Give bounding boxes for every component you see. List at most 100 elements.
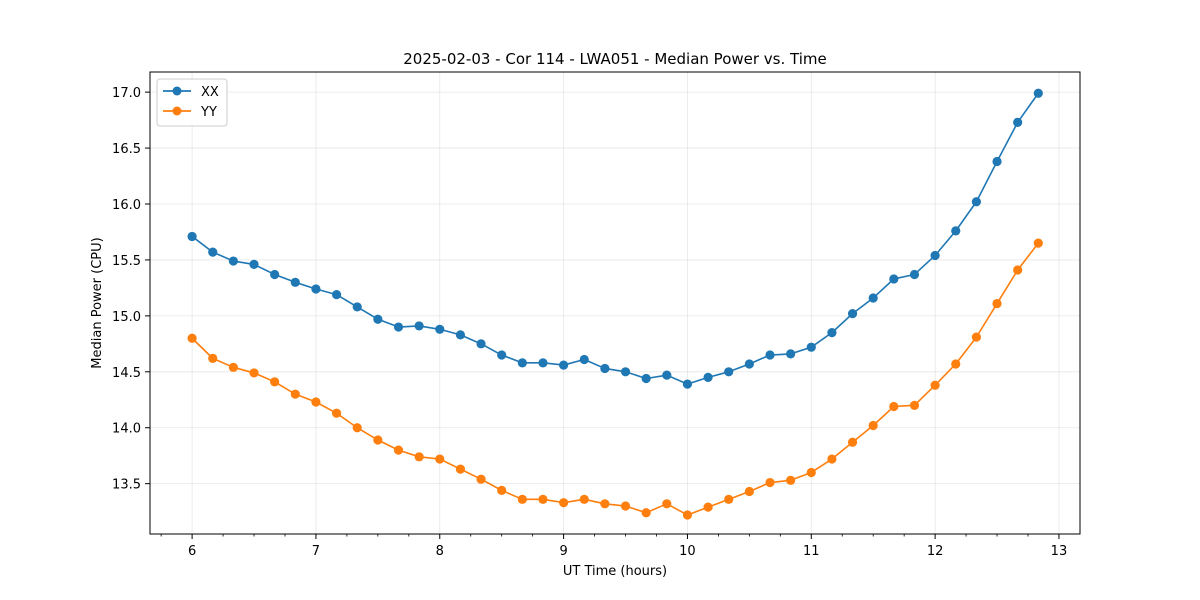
data-point-xx [249, 259, 259, 270]
grid-lines [150, 72, 1080, 534]
data-point-yy [786, 475, 796, 485]
data-point-yy [187, 333, 197, 343]
x-axis: 6 7 8 9 10 11 12 13 [160, 534, 1068, 559]
data-point-yy [620, 501, 631, 511]
data-point-yy [724, 494, 734, 504]
data-point-yy [971, 332, 981, 342]
data-point-yy [641, 508, 651, 518]
data-point-yy [559, 498, 569, 508]
data-point-yy [744, 486, 754, 497]
y-tick-label: 15.0 [112, 310, 141, 325]
y-axis: 13.5 14.0 14.5 15.0 15.5 16.0 16.5 17.0 [112, 86, 150, 493]
data-point-yy [1033, 238, 1043, 248]
data-point-xx [641, 373, 651, 384]
data-point-xx [930, 250, 940, 261]
legend-label-xx: XX [201, 85, 219, 100]
data-point-xx [1013, 117, 1023, 127]
data-point-xx [352, 302, 362, 312]
data-point-xx [311, 284, 321, 294]
data-point-xx [579, 354, 589, 365]
data-point-yy [476, 474, 486, 484]
legend-label-yy: YY [200, 105, 217, 120]
legend-marker-xx [172, 86, 182, 96]
data-point-xx [559, 360, 569, 370]
data-point-xx [744, 359, 754, 369]
data-point-yy [662, 499, 672, 509]
x-tick-label: 8 [436, 544, 444, 559]
y-tick-label: 14.0 [112, 422, 141, 437]
y-tick-label: 14.5 [112, 366, 141, 381]
data-point-yy [600, 499, 610, 509]
data-point-xx [600, 363, 610, 374]
data-point-xx [455, 330, 466, 340]
x-tick-label: 11 [803, 544, 820, 559]
series-xx [187, 88, 1043, 389]
data-point-xx [476, 339, 486, 349]
series-yy [187, 238, 1043, 520]
x-tick-label: 9 [559, 544, 567, 559]
x-axis-label: UT Time (hours) [563, 564, 667, 579]
y-tick-label: 13.5 [112, 478, 141, 493]
data-point-xx [909, 269, 920, 280]
data-point-yy [414, 452, 424, 462]
data-point-yy [868, 420, 878, 431]
x-tick-label: 10 [679, 544, 696, 559]
data-point-xx [971, 197, 981, 207]
data-point-yy [228, 362, 238, 372]
data-point-xx [393, 322, 404, 332]
data-point-yy [311, 397, 321, 407]
y-axis-label: Median Power (CPU) [90, 237, 105, 368]
data-point-xx [765, 350, 775, 360]
data-point-yy [497, 485, 507, 495]
data-point-xx [992, 156, 1002, 167]
data-point-yy [517, 494, 527, 504]
data-point-xx [951, 226, 961, 236]
data-point-xx [331, 290, 342, 300]
y-tick-label: 16.5 [112, 142, 141, 157]
data-point-yy [889, 401, 899, 412]
data-point-yy [909, 400, 920, 410]
data-point-yy [951, 359, 961, 369]
data-point-xx [1033, 88, 1043, 98]
y-tick-label: 17.0 [112, 86, 141, 101]
data-point-xx [435, 324, 445, 334]
x-tick-label: 7 [312, 544, 320, 559]
x-tick-label: 13 [1051, 544, 1068, 559]
data-point-yy [930, 380, 940, 390]
data-point-yy [393, 445, 404, 455]
data-point-yy [290, 389, 300, 399]
chart-title: 2025-02-03 - Cor 114 - LWA051 - Median P… [403, 50, 827, 68]
data-point-yy [765, 477, 775, 488]
data-point-xx [847, 309, 858, 319]
data-point-xx [228, 256, 238, 266]
data-point-yy [806, 467, 816, 478]
data-point-xx [290, 277, 300, 287]
data-point-xx [662, 370, 672, 380]
data-point-xx [786, 349, 796, 359]
data-point-yy [827, 454, 837, 464]
data-point-xx [806, 342, 816, 352]
plot-frame [149, 71, 1081, 535]
data-point-yy [455, 464, 466, 474]
data-point-xx [414, 321, 424, 331]
data-point-yy [992, 298, 1002, 309]
data-point-xx [827, 328, 837, 338]
data-point-yy [538, 494, 548, 504]
data-point-xx [497, 350, 507, 360]
data-point-xx [703, 372, 713, 382]
data-point-yy [1013, 265, 1023, 275]
data-point-yy [435, 454, 445, 464]
x-tick-label: 12 [927, 544, 944, 559]
data-point-xx [889, 274, 899, 284]
data-point-yy [352, 423, 362, 433]
data-point-yy [703, 502, 713, 512]
data-point-yy [249, 368, 259, 378]
data-point-xx [868, 293, 878, 303]
data-point-xx [208, 247, 218, 257]
data-point-yy [847, 437, 858, 447]
data-point-yy [331, 408, 342, 418]
data-point-xx [620, 367, 631, 377]
legend-marker-yy [172, 106, 182, 116]
data-point-xx [682, 379, 693, 389]
data-point-yy [579, 494, 589, 504]
